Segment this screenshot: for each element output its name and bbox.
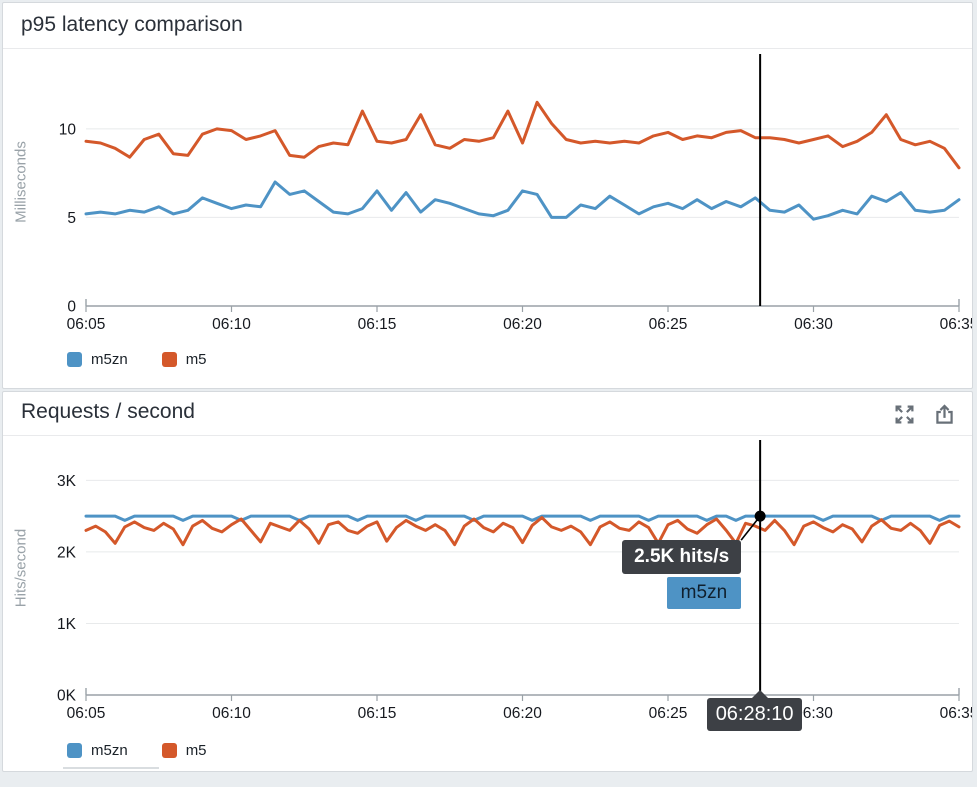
legend-hover-underline bbox=[63, 767, 159, 769]
m5zn-swatch bbox=[67, 352, 82, 367]
panel-requests-per-second: Requests / second bbox=[2, 391, 973, 772]
y-tick-label: 1K bbox=[57, 616, 77, 633]
x-tick-label: 06:30 bbox=[794, 316, 833, 333]
latency-chart-svg: 0 5 10 06:05 06:10 06:15 06:20 06:25 06:30 06:35 bbox=[59, 54, 973, 333]
x-tick-label: 06:10 bbox=[212, 316, 251, 333]
x-tick-label: 06:10 bbox=[212, 705, 251, 722]
crosshair-dot bbox=[754, 510, 766, 522]
y-tick-label: 3K bbox=[57, 473, 77, 490]
legend-item-m5zn[interactable]: m5zn bbox=[67, 742, 128, 759]
legend-label: m5 bbox=[185, 742, 207, 759]
y-tick-label: 10 bbox=[59, 121, 77, 138]
expand-button[interactable] bbox=[892, 402, 916, 426]
series-line-m5[interactable] bbox=[84, 100, 961, 170]
x-tick-label: 06:15 bbox=[358, 316, 397, 333]
y-tick-label: 0 bbox=[67, 299, 76, 316]
crosshair-value-tooltip: 2.5K hits/s bbox=[622, 540, 742, 575]
latency-chart-legend: m5zn m5 bbox=[67, 351, 972, 368]
requests-chart-legend: m5zn m5 bbox=[63, 742, 972, 769]
legend-label: m5 bbox=[185, 351, 207, 368]
m5-swatch bbox=[161, 352, 177, 367]
x-tick-label: 06:35 bbox=[940, 705, 973, 722]
requests-chart-plot[interactable]: Hits/second 0K 1K 2K 3K 06:05 06:10 06:15 06:20… bbox=[3, 436, 973, 736]
legend-item-m5zn[interactable]: m5zn bbox=[67, 351, 128, 368]
m5-swatch bbox=[161, 743, 177, 758]
y-tick-label: 2K bbox=[57, 544, 77, 561]
panel2-toolbar bbox=[892, 402, 956, 426]
x-tick-label: 06:05 bbox=[67, 316, 106, 333]
panel1-header: p95 latency comparison bbox=[3, 3, 972, 49]
legend-item-m5[interactable]: m5 bbox=[161, 742, 207, 759]
y-tick-label: 5 bbox=[67, 210, 76, 227]
x-tick-label: 06:25 bbox=[649, 316, 688, 333]
share-icon bbox=[935, 403, 953, 424]
series-line-m5[interactable] bbox=[84, 516, 961, 547]
m5zn-swatch bbox=[67, 743, 82, 758]
legend-label: m5zn bbox=[91, 351, 128, 368]
x-tick-label: 06:15 bbox=[358, 705, 397, 722]
panel2-title: Requests / second bbox=[21, 400, 195, 423]
panel1-title: p95 latency comparison bbox=[21, 13, 243, 36]
expand-icon bbox=[895, 405, 913, 423]
legend-label: m5zn bbox=[91, 742, 128, 759]
x-tick-label: 06:05 bbox=[67, 705, 106, 722]
series-line-m5zn[interactable] bbox=[84, 180, 961, 221]
panel-p95-latency: p95 latency comparison Milliseconds 0 5 10… bbox=[2, 2, 973, 389]
x-tick-label: 06:25 bbox=[649, 705, 688, 722]
latency-chart-plot[interactable]: Milliseconds 0 5 10 06:05 06:10 06:15 06:20 06:… bbox=[3, 49, 973, 345]
y-tick-label: 0K bbox=[57, 688, 77, 705]
x-tick-label: 06:35 bbox=[940, 316, 973, 333]
x-tick-label: 06:20 bbox=[503, 316, 542, 333]
panel2-header: Requests / second bbox=[3, 392, 972, 436]
x-tick-label: 06:20 bbox=[503, 705, 542, 722]
series-line-m5zn[interactable] bbox=[84, 514, 961, 522]
share-button[interactable] bbox=[932, 402, 956, 426]
x-tick-label: 06:30 bbox=[794, 705, 833, 722]
legend-item-m5[interactable]: m5 bbox=[161, 351, 207, 368]
crosshair-time-badge: 06:28:10 bbox=[707, 690, 803, 731]
requests-chart-svg: 0K 1K 2K 3K 06:05 06:10 06:15 06:20 06:25 06:30 06… bbox=[57, 440, 973, 722]
crosshair-series-tooltip: m5zn bbox=[666, 577, 742, 610]
